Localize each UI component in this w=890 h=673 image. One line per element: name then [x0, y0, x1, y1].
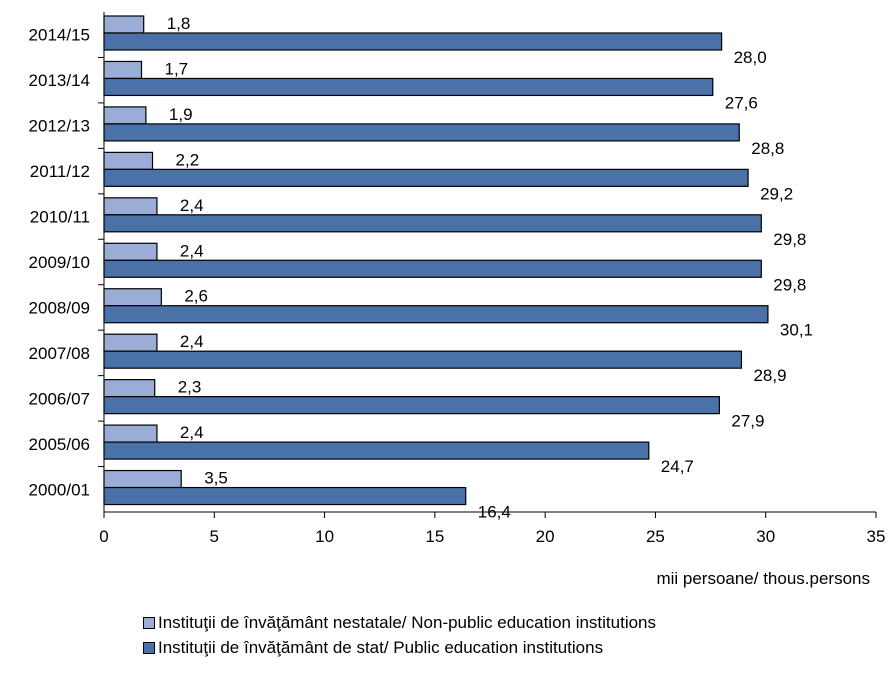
bar-public	[103, 168, 749, 187]
data-label-non-public: 3,5	[204, 469, 228, 488]
bar-public	[103, 214, 762, 233]
data-label-non-public: 1,7	[164, 59, 188, 78]
data-label-public: 27,9	[731, 412, 764, 431]
bar-public	[103, 77, 714, 97]
x-tick-label: 0	[99, 527, 108, 546]
y-tick-label: 2007/08	[29, 344, 90, 363]
y-tick-label: 2006/07	[29, 389, 90, 408]
legend-swatch-non-public	[143, 616, 155, 629]
data-label-public: 28,0	[734, 48, 767, 67]
data-label-non-public: 2,4	[180, 423, 204, 442]
data-label-public: 27,6	[725, 93, 758, 112]
legend-item-public: Instituţii de învăţământ de stat/ Public…	[143, 635, 656, 660]
bar-non-public	[103, 333, 158, 352]
data-label-public: 29,8	[773, 230, 806, 249]
data-label-non-public: 2,6	[184, 287, 208, 306]
bar-non-public	[103, 15, 145, 34]
x-tick-label: 30	[756, 527, 775, 546]
bar-public	[103, 441, 650, 460]
bar-public	[103, 350, 743, 369]
bar-non-public	[103, 379, 156, 398]
bar-public	[103, 396, 720, 415]
y-tick-label: 2009/10	[29, 253, 90, 272]
bar-non-public	[103, 151, 154, 170]
x-tick-label: 10	[315, 527, 334, 546]
data-label-non-public: 2,4	[180, 241, 204, 260]
legend-item-non-public: Instituţii de învăţământ nestatale/ Non-…	[143, 610, 656, 635]
data-label-non-public: 2,4	[180, 332, 204, 351]
data-label-public: 24,7	[661, 457, 694, 476]
bar-non-public	[103, 106, 147, 125]
legend-label-public: Instituţii de învăţământ de stat/ Public…	[158, 638, 604, 657]
data-label-non-public: 1,8	[167, 14, 191, 33]
bar-non-public	[103, 288, 162, 307]
bar-public	[103, 305, 769, 324]
data-label-public: 30,1	[780, 321, 813, 340]
data-label-public: 28,9	[753, 366, 786, 385]
data-label-public: 28,8	[751, 139, 784, 158]
y-tick-label: 2005/06	[29, 435, 90, 454]
data-label-public: 29,8	[773, 275, 806, 294]
y-tick-label: 2012/13	[29, 117, 90, 136]
legend-swatch-public	[143, 641, 155, 654]
x-tick-label: 5	[210, 527, 219, 546]
bar-non-public	[103, 424, 158, 443]
bar-public	[103, 123, 740, 142]
bar-public	[103, 259, 762, 278]
data-label-non-public: 1,9	[169, 105, 193, 124]
y-tick-label: 2008/09	[29, 298, 90, 317]
bar-public	[103, 486, 467, 506]
y-tick-label: 2011/12	[30, 162, 90, 181]
bar-non-public	[103, 60, 143, 80]
y-tick-label: 2013/14	[29, 71, 90, 90]
data-label-non-public: 2,4	[180, 196, 204, 215]
y-tick-label: 2014/15	[29, 26, 90, 45]
data-label-non-public: 2,2	[176, 150, 200, 169]
x-tick-label: 35	[867, 527, 886, 546]
x-tick-label: 25	[646, 527, 665, 546]
legend: Instituţii de învăţământ nestatale/ Non-…	[143, 610, 656, 660]
bar-non-public	[103, 469, 182, 489]
x-axis-title: mii persoane/ thous.persons	[656, 569, 870, 588]
data-label-public: 29,2	[760, 184, 793, 203]
x-tick-label: 15	[425, 527, 444, 546]
x-tick-label: 20	[536, 527, 555, 546]
y-tick-label: 2000/01	[29, 480, 90, 499]
bar-public	[103, 32, 723, 51]
bar-non-public	[103, 242, 158, 261]
bar-non-public	[103, 197, 158, 216]
legend-label-non-public: Instituţii de învăţământ nestatale/ Non-…	[158, 613, 657, 632]
y-tick-label: 2010/11	[30, 208, 90, 227]
data-label-non-public: 2,3	[178, 378, 202, 397]
